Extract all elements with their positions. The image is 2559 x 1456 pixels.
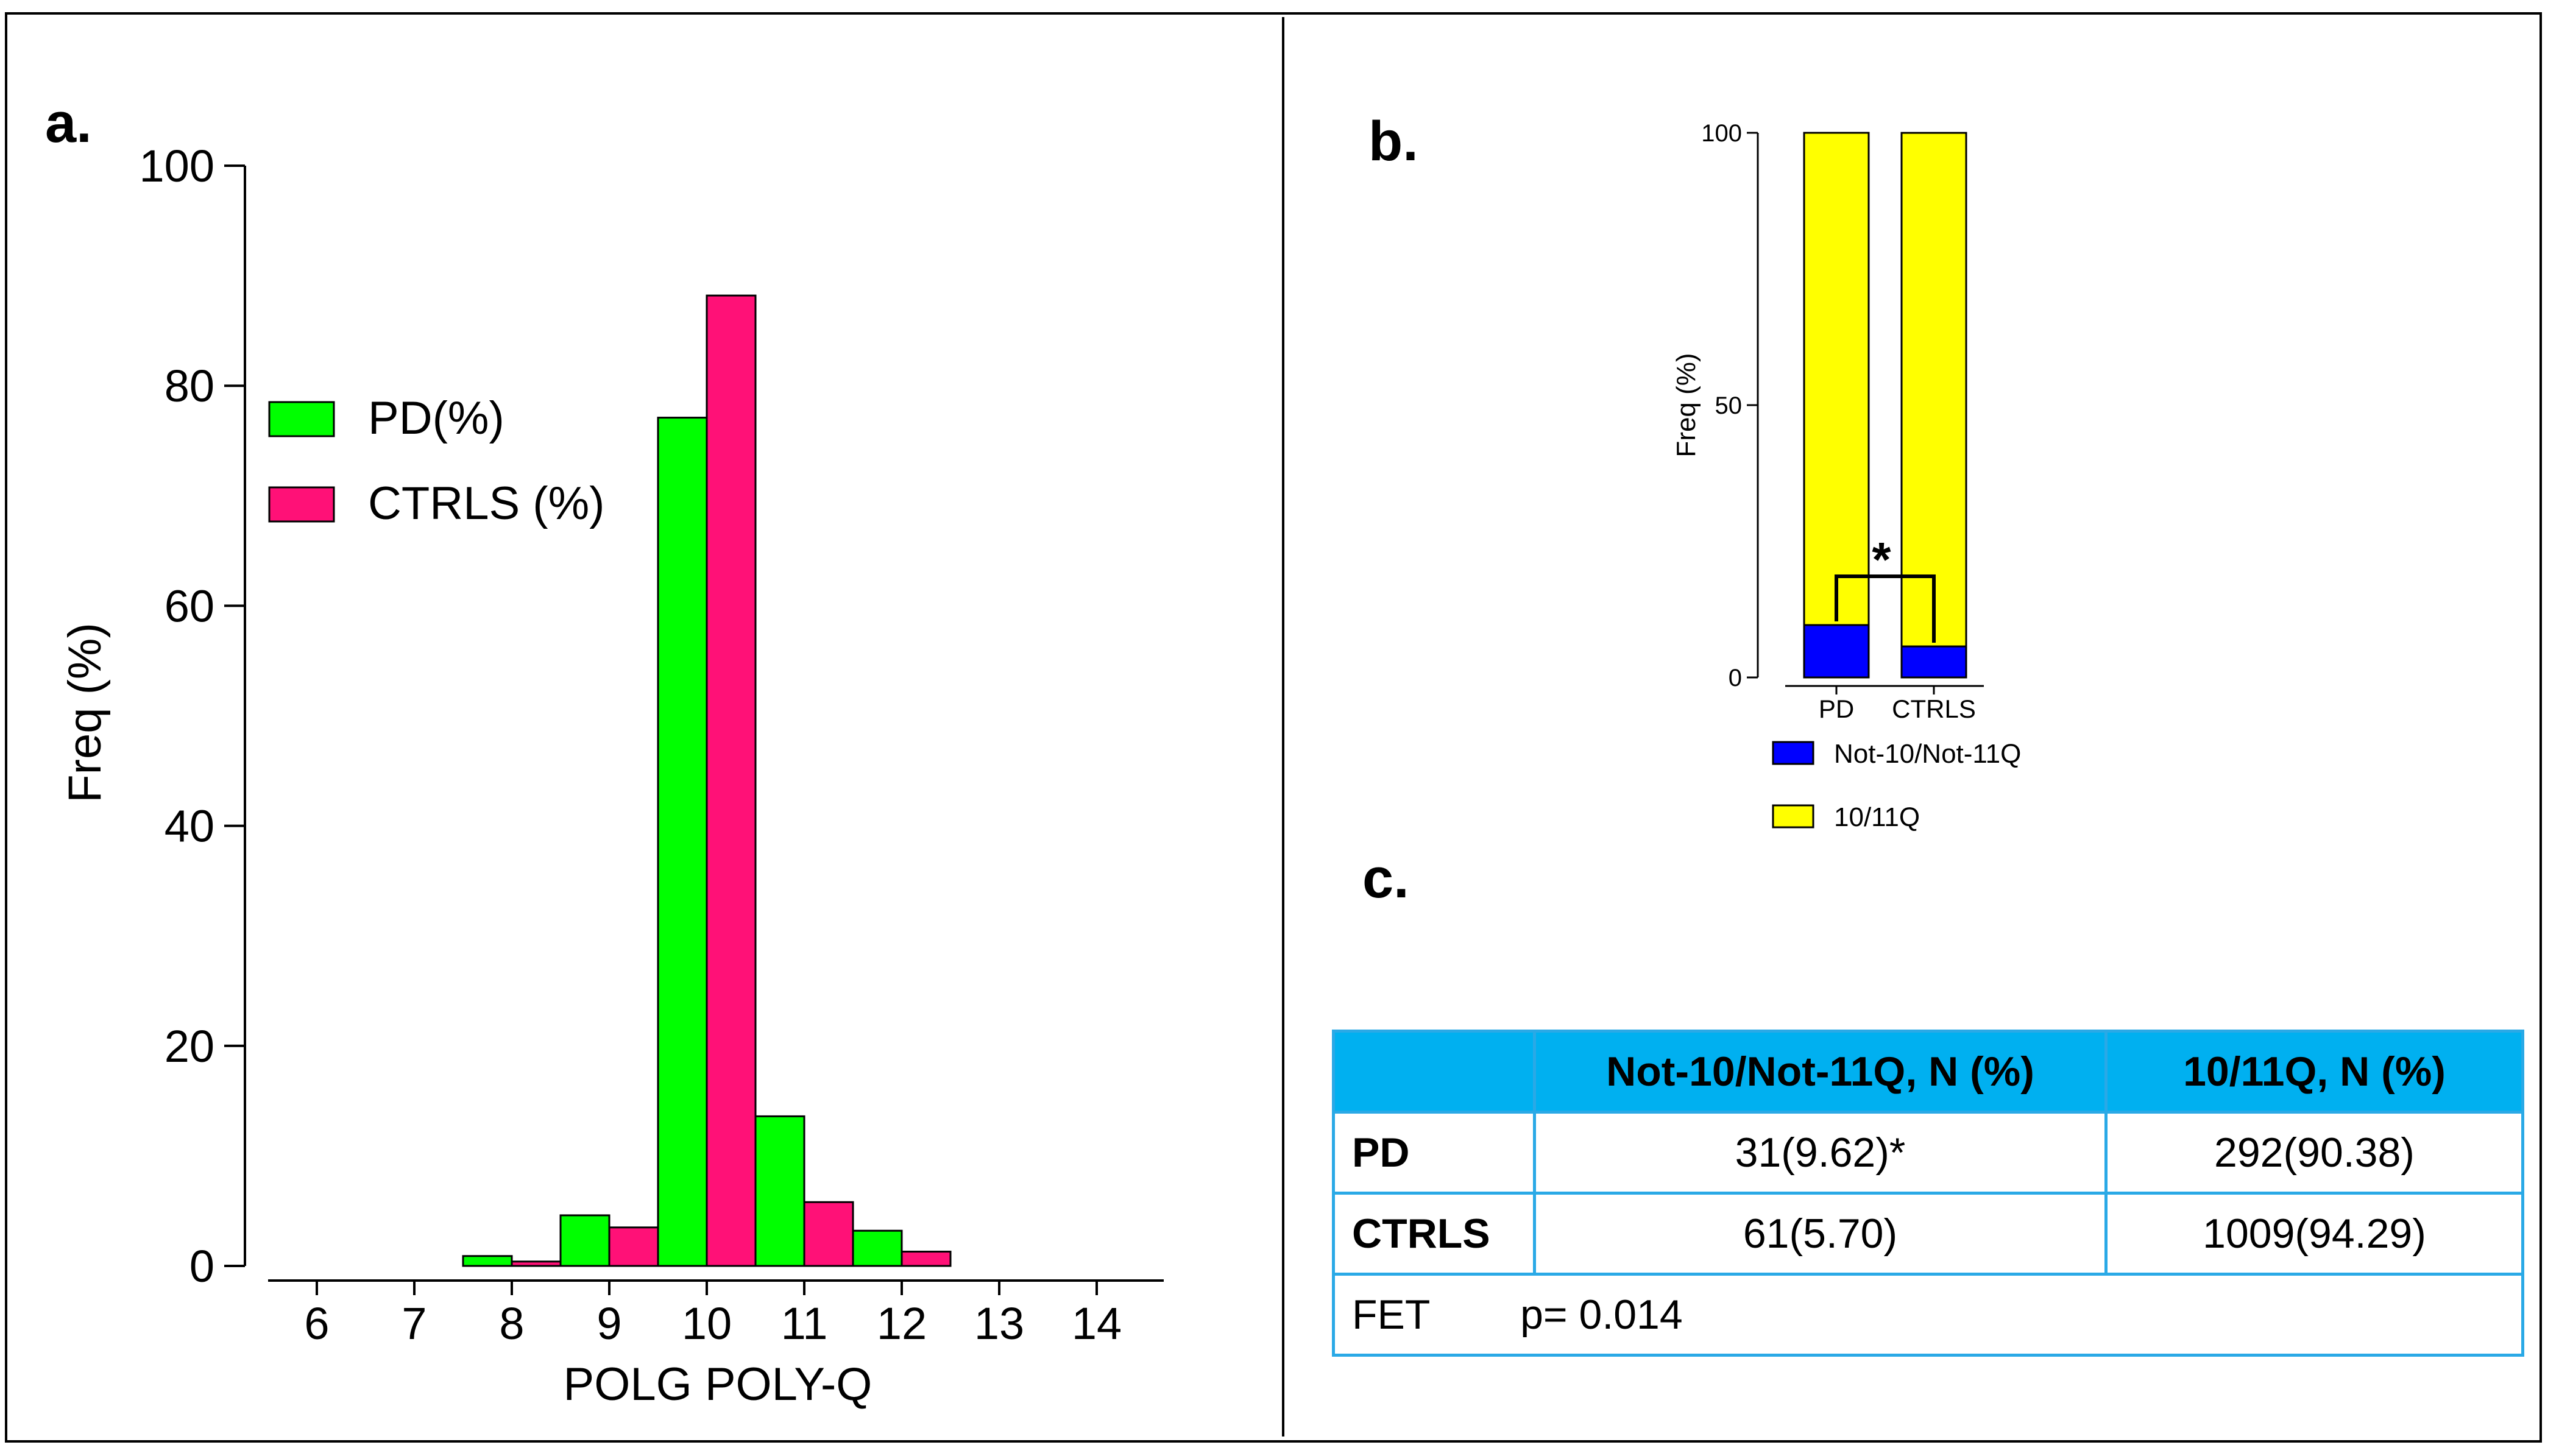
chart-a-x-tick-label: 7	[402, 1298, 426, 1349]
table-cell: 292(90.38)	[2104, 1111, 2524, 1195]
footer-p-value: p= 0.014	[1520, 1292, 1683, 1338]
panel-label-a: a.	[45, 92, 92, 154]
chart-a-legend-swatch	[268, 401, 335, 437]
chart-a-y-label: Freq (%)	[59, 623, 111, 803]
table-header-cell: Not-10/Not-11Q, N (%)	[1533, 1030, 2108, 1114]
chart-a-x-tick-label: 6	[304, 1298, 329, 1349]
chart-a-bar	[462, 1255, 513, 1267]
chart-a-y-tick-label: 0	[189, 1241, 214, 1292]
table-cell: 61(5.70)	[1533, 1192, 2108, 1276]
table-row: PD 31(9.62)* 292(90.38)	[1332, 1111, 2524, 1195]
chart-a-bar	[803, 1201, 854, 1267]
footer-test-label: FET	[1352, 1292, 1430, 1338]
chart-a-y-tick-label: 60	[165, 581, 214, 631]
table-footer-row: FET p= 0.014	[1332, 1273, 2524, 1357]
chart-a-bar	[657, 417, 708, 1267]
figure-frame	[5, 12, 2542, 1443]
chart-a-x-tick-label: 8	[499, 1298, 524, 1349]
table-row: CTRLS 61(5.70) 1009(94.29)	[1332, 1192, 2524, 1276]
chart-a-y-tick-label: 40	[165, 801, 214, 852]
table-header-row: Not-10/Not-11Q, N (%) 10/11Q, N (%)	[1332, 1030, 2524, 1114]
table-cell: 31(9.62)*	[1533, 1111, 2108, 1195]
results-table: Not-10/Not-11Q, N (%) 10/11Q, N (%) PD 3…	[1332, 1030, 2524, 1357]
chart-a-y-tick-label: 100	[140, 141, 214, 191]
chart-a-bar	[706, 294, 757, 1267]
row-label: CTRLS	[1332, 1192, 1536, 1276]
chart-a-bar	[852, 1229, 903, 1267]
chart-a-x-tick-label: 10	[682, 1298, 732, 1349]
chart-a-y-tick-label: 20	[165, 1021, 214, 1072]
chart-a-x-label: POLG POLY-Q	[564, 1359, 872, 1410]
table-header-cell: 10/11Q, N (%)	[2104, 1030, 2524, 1114]
panel-divider	[1282, 17, 1284, 1437]
chart-a-y-tick-label: 80	[165, 361, 214, 411]
chart-a-x-tick-label: 9	[596, 1298, 621, 1349]
table-header-cell	[1332, 1030, 1536, 1114]
chart-a-bar	[511, 1260, 562, 1267]
table-footer-cell: FET p= 0.014	[1332, 1273, 2524, 1357]
row-label: PD	[1332, 1111, 1536, 1195]
chart-a-bar	[754, 1115, 805, 1267]
table-cell: 1009(94.29)	[2104, 1192, 2524, 1276]
chart-a-x-tick-label: 14	[1072, 1298, 1122, 1349]
chart-a-x-tick-label: 11	[781, 1298, 828, 1349]
panel-label-b: b.	[1368, 110, 1418, 172]
chart-a-x-tick-label: 13	[974, 1298, 1024, 1349]
chart-a-bar	[608, 1226, 659, 1267]
panel-label-c: c.	[1362, 847, 1409, 910]
chart-a-x-tick-label: 12	[877, 1298, 927, 1349]
chart-a-legend-label: PD(%)	[368, 392, 504, 444]
chart-a-bar	[559, 1214, 611, 1267]
chart-a-bar	[901, 1251, 952, 1267]
chart-a-legend-swatch	[268, 486, 335, 523]
chart-a-legend-label: CTRLS (%)	[368, 478, 604, 529]
